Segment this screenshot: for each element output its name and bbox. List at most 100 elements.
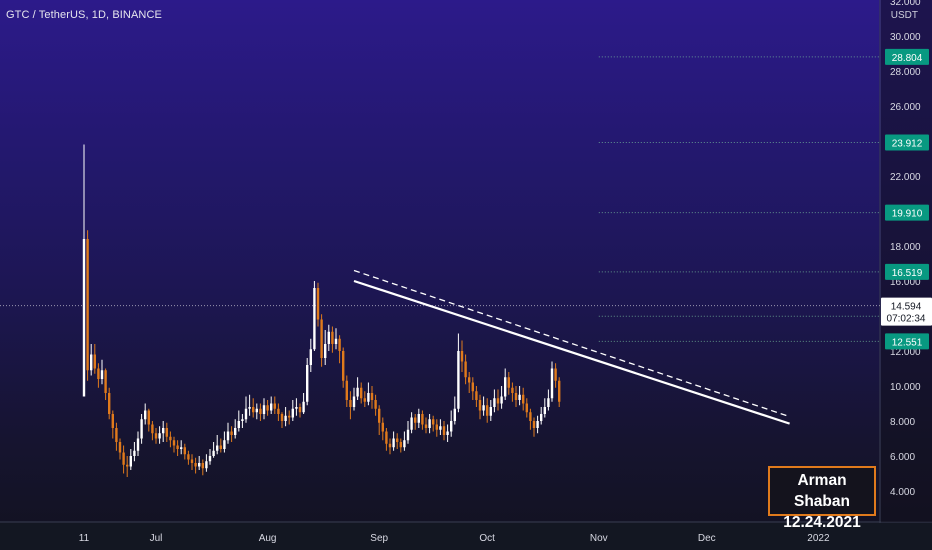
candle-down: [342, 351, 345, 381]
candle-up: [550, 368, 554, 399]
candle-down: [190, 459, 194, 463]
candle-up: [237, 421, 240, 428]
candle-down: [331, 331, 334, 344]
candle-down: [514, 393, 518, 400]
candle-down: [115, 428, 118, 442]
candle-up: [446, 431, 449, 435]
candle-up: [291, 408, 294, 418]
level-tag: [885, 204, 929, 221]
candle-down: [187, 454, 190, 460]
candle-up: [198, 463, 201, 467]
candle-down: [147, 410, 150, 425]
candle-down: [378, 408, 381, 423]
candle-up: [302, 401, 305, 413]
candle-down: [370, 393, 374, 400]
candle-down: [532, 421, 536, 428]
candle-down: [172, 440, 176, 446]
time-tick-label: Aug: [259, 533, 277, 544]
time-tick-label: Oct: [479, 533, 495, 544]
candle-down: [374, 400, 377, 409]
price-countdown-label: 07:02:34: [887, 314, 926, 325]
candle-up: [403, 440, 406, 448]
candle-down: [230, 431, 233, 435]
candle-down: [298, 407, 302, 413]
candle-up: [129, 456, 132, 467]
level-tag-label: 23.912: [892, 139, 923, 150]
candle-up: [428, 419, 431, 428]
price-tick-label: 10.000: [890, 382, 921, 393]
candle-up: [284, 415, 287, 421]
price-tick-label: 28.000: [890, 67, 921, 78]
candle-up: [82, 239, 86, 397]
level-tag: [885, 48, 929, 65]
candle-up: [493, 398, 496, 407]
candle-up: [223, 440, 226, 449]
price-tick-label: 26.000: [890, 102, 921, 113]
candle-up: [547, 398, 550, 407]
time-tick-label: Dec: [698, 533, 716, 544]
candle-down: [525, 403, 528, 413]
level-tag-label: 28.804: [892, 53, 923, 64]
candle-down: [471, 382, 474, 392]
candle-down: [280, 414, 284, 421]
candle-up: [162, 428, 165, 434]
candle-down: [529, 412, 532, 421]
candle-down: [388, 443, 392, 448]
candle-down: [381, 422, 384, 432]
author-name: Arman Shaban: [794, 472, 850, 510]
trendline-resistance-offset: [353, 269, 790, 418]
candle-down: [345, 380, 348, 400]
candle-up: [216, 445, 219, 451]
candle-down: [360, 387, 363, 399]
candle-down: [183, 447, 186, 455]
candle-up: [262, 405, 266, 414]
price-tick-label: 18.000: [890, 242, 921, 253]
candle-up: [367, 393, 370, 402]
candle-down: [442, 426, 446, 435]
price-tick-label: 22.000: [890, 172, 921, 183]
candle-down: [414, 417, 417, 423]
candle-down: [288, 415, 291, 418]
candle-down: [511, 387, 514, 393]
price-tick-label: 32.000: [890, 0, 921, 8]
candle-up: [133, 450, 136, 456]
candle-down: [432, 419, 435, 425]
candle-up: [100, 370, 104, 379]
price-tick-label: 4.000: [890, 487, 915, 498]
price-tick-label: 12.000: [890, 347, 921, 358]
candle-up: [356, 387, 359, 397]
candle-down: [104, 370, 107, 393]
candle-down: [554, 368, 557, 381]
price-tick-label: 30.000: [890, 32, 921, 43]
candle-up: [540, 414, 543, 421]
level-tag-label: 12.551: [892, 337, 923, 348]
candle-up: [255, 408, 258, 413]
candle-up: [417, 414, 420, 423]
candle-up: [410, 417, 413, 430]
time-axis-background: [0, 523, 932, 550]
candle-up: [248, 407, 251, 409]
candle-up: [241, 419, 244, 421]
price-tick-label: 16.000: [890, 277, 921, 288]
candle-up: [180, 447, 183, 449]
candle-up: [306, 365, 309, 402]
candle-up: [450, 421, 453, 432]
candle-down: [349, 400, 352, 407]
candle-up: [482, 405, 485, 411]
trendline-resistance: [353, 279, 790, 425]
candle-up: [352, 396, 356, 407]
candle-down: [316, 288, 320, 320]
candle-up: [504, 377, 507, 397]
candle-down: [277, 408, 280, 414]
price-tick-label: 8.000: [890, 417, 915, 428]
candle-down: [486, 405, 489, 416]
candle-up: [144, 410, 147, 420]
candle-down: [464, 361, 467, 378]
candle-down: [86, 239, 89, 371]
time-tick-label: Sep: [370, 533, 388, 544]
last-price-label: 14.594: [891, 302, 922, 313]
candle-down: [435, 424, 438, 430]
price-axis-currency: USDT: [890, 10, 918, 21]
